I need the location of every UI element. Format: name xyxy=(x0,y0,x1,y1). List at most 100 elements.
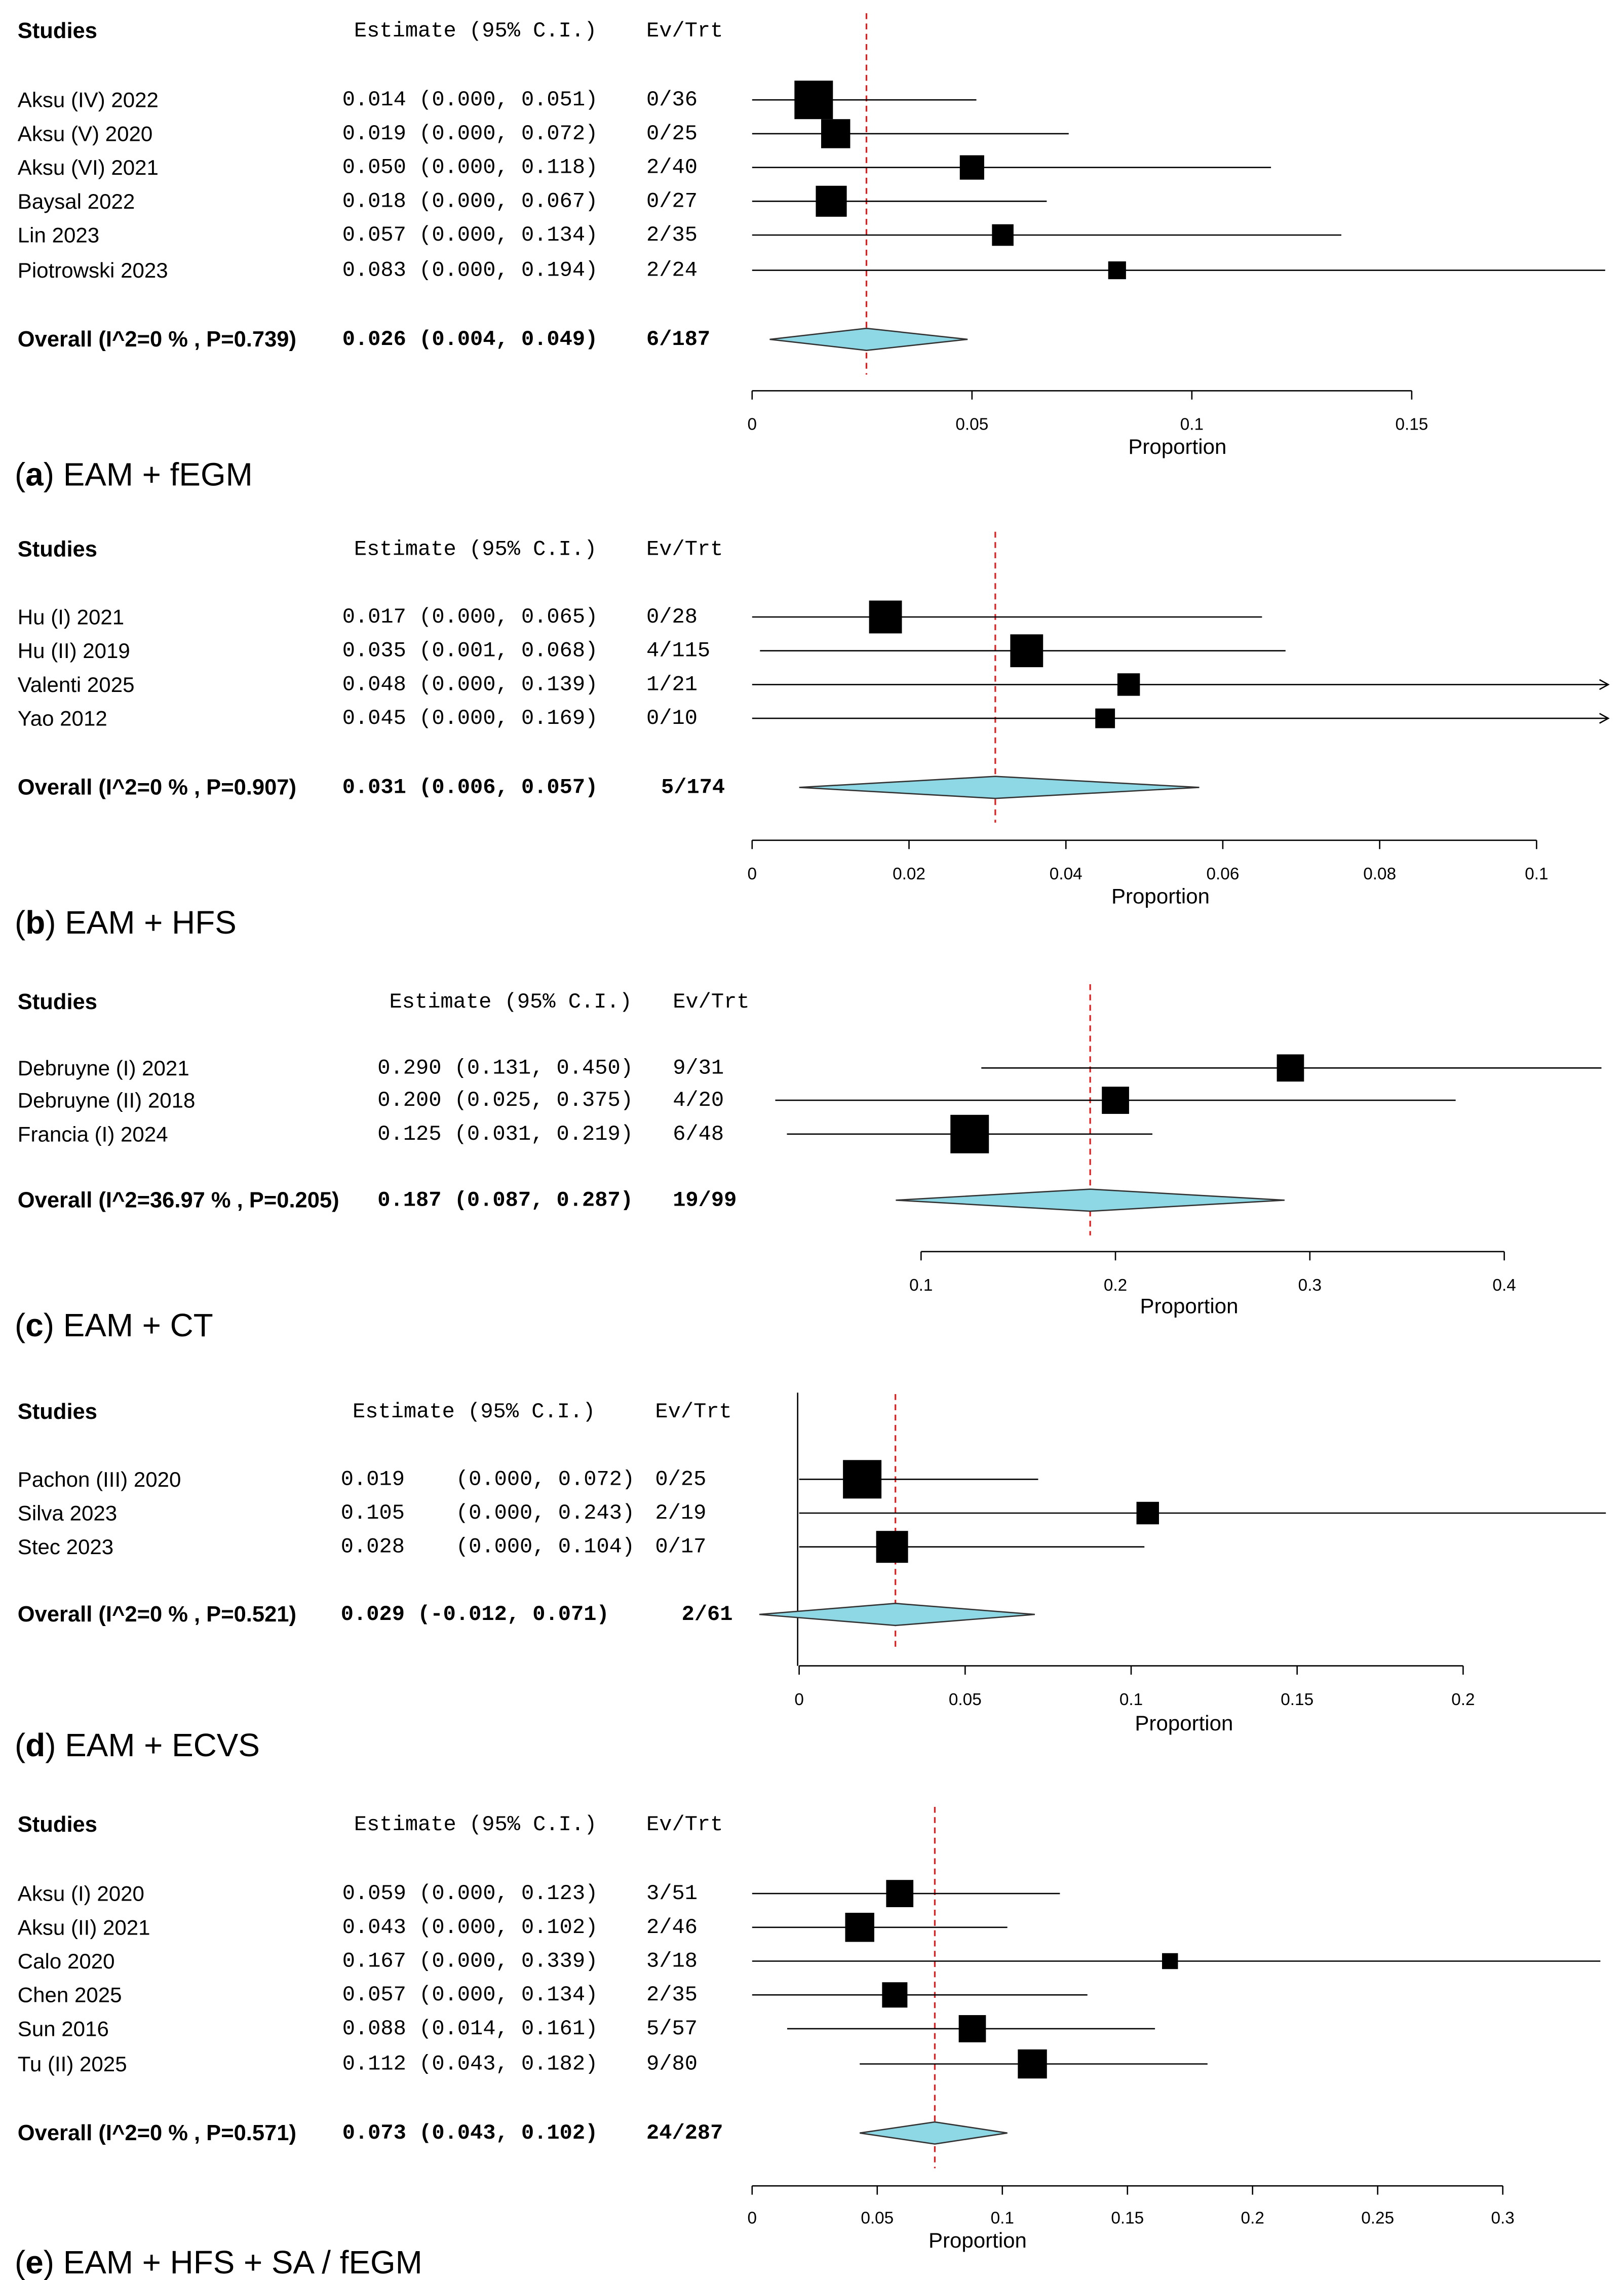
overall-label: Overall (I^2=36.97 % , P=0.205) xyxy=(18,1188,339,1212)
study-evtrt: 0/27 xyxy=(646,189,698,213)
ci-arrow-marker xyxy=(1599,679,1610,690)
x-axis-label: Proportion xyxy=(1128,435,1226,458)
study-name: Aksu (VI) 2021 xyxy=(18,156,159,179)
study-point-marker xyxy=(794,81,833,120)
study-estimate: 0.050 (0.000, 0.118) xyxy=(342,156,598,180)
study-evtrt: 0/25 xyxy=(646,122,698,146)
x-tick-label: 0.2 xyxy=(1241,2209,1264,2228)
header-studies: Studies xyxy=(18,1400,97,1424)
x-tick-label: 0 xyxy=(748,865,757,883)
overall-diamond xyxy=(860,2121,1008,2145)
overall-estimate: 0.073 (0.043, 0.102) xyxy=(342,2121,598,2145)
study-estimate: 0.059 (0.000, 0.123) xyxy=(342,1881,598,1906)
study-estimate: 0.019 (0.000, 0.072) xyxy=(342,122,598,146)
overall-diamond xyxy=(799,776,1200,799)
study-estimate: 0.045 (0.000, 0.169) xyxy=(342,706,598,730)
study-point-marker xyxy=(886,1880,914,1907)
x-tick-label: 0 xyxy=(748,415,757,434)
study-point-marker xyxy=(1102,1087,1129,1114)
overall-evtrt: 6/187 xyxy=(646,327,710,352)
study-point-marker xyxy=(816,185,847,217)
study-evtrt: 2/40 xyxy=(646,156,698,180)
header-studies: Studies xyxy=(18,537,97,562)
study-evtrt: 0/36 xyxy=(646,88,698,112)
panel-caption: (b) EAM + HFS xyxy=(15,904,237,941)
study-estimate: 0.083 (0.000, 0.194) xyxy=(342,258,598,283)
x-tick-label: 0.3 xyxy=(1491,2209,1515,2228)
study-evtrt: 6/48 xyxy=(673,1122,724,1146)
study-name: Stec 2023 xyxy=(18,1535,113,1559)
study-point-marker xyxy=(1108,261,1126,280)
study-evtrt: 4/115 xyxy=(646,639,710,663)
study-name: Debruyne (II) 2018 xyxy=(18,1089,196,1112)
panel-caption: (d) EAM + ECVS xyxy=(15,1727,260,1763)
study-evtrt: 2/46 xyxy=(646,1915,698,1940)
study-name: Sun 2016 xyxy=(18,2017,109,2040)
overall-label: Overall (I^2=0 % , P=0.571) xyxy=(18,2121,296,2145)
study-point-marker xyxy=(1117,673,1140,696)
study-point-marker xyxy=(882,1982,908,2008)
study-point-marker xyxy=(869,600,902,634)
study-estimate: 0.057 (0.000, 0.134) xyxy=(342,1983,598,2007)
study-name: Aksu (I) 2020 xyxy=(18,1882,144,1906)
study-estimate: 0.057 (0.000, 0.134) xyxy=(342,223,598,247)
header-estimate: Estimate (95% C.I.) xyxy=(390,990,632,1014)
header-evtrt: Ev/Trt xyxy=(646,1812,723,1837)
study-point-marker xyxy=(821,119,850,148)
study-estimate: 0.028 (0.000, 0.104) xyxy=(341,1535,635,1559)
header-evtrt: Ev/Trt xyxy=(655,1400,731,1424)
forest-panel-b: Studies Estimate (95% C.I.) Ev/Trt Hu (I) 2… xyxy=(15,531,1610,941)
x-tick-label: 0.15 xyxy=(1395,415,1428,434)
header-studies: Studies xyxy=(18,19,97,43)
study-name: Calo 2020 xyxy=(18,1949,115,1973)
x-tick-label: 0.06 xyxy=(1207,865,1240,883)
study-estimate: 0.019 (0.000, 0.072) xyxy=(341,1467,635,1491)
overall-diamond xyxy=(896,1188,1285,1212)
study-name: Aksu (V) 2020 xyxy=(18,122,152,145)
x-tick-label: 0.05 xyxy=(861,2209,894,2228)
study-estimate: 0.167 (0.000, 0.339) xyxy=(342,1949,598,1974)
study-name: Pachon (III) 2020 xyxy=(18,1467,181,1491)
overall-estimate: 0.029 (-0.012, 0.071) xyxy=(341,1602,609,1627)
x-tick-label: 0 xyxy=(794,1690,804,1709)
study-evtrt: 2/19 xyxy=(655,1501,706,1525)
x-tick-label: 0 xyxy=(748,2209,757,2228)
study-evtrt: 9/31 xyxy=(673,1056,724,1080)
study-estimate: 0.200 (0.025, 0.375) xyxy=(377,1088,633,1112)
study-point-marker xyxy=(958,2015,986,2042)
x-axis-label: Proportion xyxy=(1140,1294,1239,1318)
ci-arrow-marker xyxy=(1599,713,1610,724)
x-tick-label: 0.1 xyxy=(909,1276,933,1295)
study-estimate: 0.112 (0.043, 0.182) xyxy=(342,2052,598,2076)
x-tick-label: 0.4 xyxy=(1492,1276,1516,1295)
overall-label: Overall (I^2=0 % , P=0.521) xyxy=(18,1602,296,1627)
study-point-marker xyxy=(1010,634,1043,668)
study-point-marker xyxy=(1136,1501,1159,1525)
forest-panel-a: Studies Estimate (95% C.I.) Ev/Trt Aksu (IV… xyxy=(15,13,1605,493)
header-estimate: Estimate (95% C.I.) xyxy=(354,1812,597,1837)
x-tick-label: 0.2 xyxy=(1451,1690,1475,1709)
study-evtrt: 2/35 xyxy=(646,1983,698,2007)
study-evtrt: 2/24 xyxy=(646,258,698,283)
panel-caption: (c) EAM + CT xyxy=(15,1307,213,1343)
overall-evtrt: 19/99 xyxy=(673,1188,737,1212)
x-tick-label: 0.15 xyxy=(1111,2209,1144,2228)
header-estimate: Estimate (95% C.I.) xyxy=(354,537,597,562)
overall-estimate: 0.026 (0.004, 0.049) xyxy=(342,327,598,352)
study-point-marker xyxy=(950,1114,989,1153)
panel-caption: (e) EAM + HFS + SA / fEGM xyxy=(15,2244,422,2280)
study-evtrt: 3/18 xyxy=(646,1949,698,1974)
x-tick-label: 0.08 xyxy=(1363,865,1396,883)
x-tick-label: 0.15 xyxy=(1281,1690,1313,1709)
overall-evtrt: 24/287 xyxy=(646,2121,723,2145)
study-name: Valenti 2025 xyxy=(18,673,135,697)
overall-estimate: 0.187 (0.087, 0.287) xyxy=(377,1188,633,1212)
study-point-marker xyxy=(1095,708,1115,728)
study-estimate: 0.048 (0.000, 0.139) xyxy=(342,672,598,697)
header-studies: Studies xyxy=(18,990,97,1014)
study-estimate: 0.035 (0.001, 0.068) xyxy=(342,639,598,663)
study-evtrt: 9/80 xyxy=(646,2052,698,2076)
overall-label: Overall (I^2=0 % , P=0.739) xyxy=(18,327,296,352)
study-name: Yao 2012 xyxy=(18,707,107,730)
